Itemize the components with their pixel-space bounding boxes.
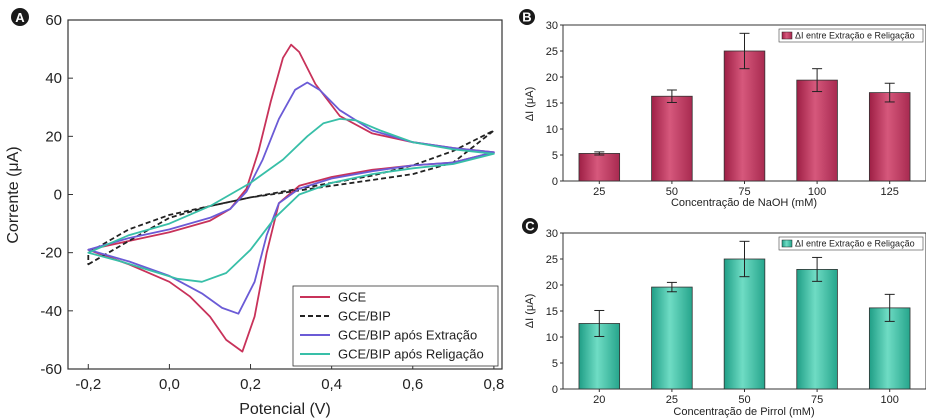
x-tick-label: 0,0 [159,376,180,393]
bar-75 [723,50,766,182]
cv-curve-1 [87,129,495,266]
x-tick-label: 25 [593,186,605,198]
x-tick-label: 0,6 [402,376,423,393]
panel-a-legend: GCE GCE/BIP GCE/BIP após Extração GCE/BIP a… [292,285,499,367]
panel-b-legend-box [778,28,924,43]
y-tick-label: 60 [45,12,62,29]
y-tick-label: 20 [546,72,558,84]
panel-b-bars [578,32,911,182]
legend-label: GCE [338,290,367,305]
y-tick-label: 25 [546,46,558,58]
x-tick-label: 0,8 [483,376,504,393]
x-tick-label: 0,2 [240,376,261,393]
legend-label: GCE/BIP [338,309,391,324]
y-tick-label: -20 [40,245,62,262]
panel-a-x-axis-label: Potencial (V) [239,401,331,418]
panel-c-legend: ΔI entre Extração e Religação [778,236,924,251]
cv-curve-3 [87,118,495,283]
panel-b-x-axis-label: Concentração de NaOH (mM) [671,197,817,209]
panel-b-legend-label: ΔI entre Extração e Religação [795,31,915,41]
y-tick-label: 0 [552,384,558,396]
panel-c-label: C [525,219,535,234]
panel-a-badge: A [11,8,29,26]
y-tick-label: 5 [552,150,558,162]
y-tick-label: 20 [546,280,558,292]
bar-25 [651,286,693,390]
cv-curve-2 [87,81,495,315]
x-tick-label: 75 [738,186,750,198]
panel-c-bars [578,240,911,390]
x-tick-label: 75 [811,394,823,406]
panel-c-y-ticks: 0 5 10 15 20 25 30 [546,228,563,396]
panel-b-naoh-bar-chart: B 25 50 75 100 125 0 5 10 15 20 25 30 Concentração… [519,9,926,209]
x-tick-label: -0,2 [75,376,101,393]
panel-c-legend-label: ΔI entre Extração e Religação [795,239,915,249]
x-tick-label: 100 [808,186,826,198]
panel-b-x-ticks: 25 50 75 100 125 [593,181,899,198]
panel-c-pirrol-bar-chart: C 20 25 50 75 100 0 5 10 15 20 25 30 Concentração … [522,218,926,418]
y-tick-label: 15 [546,98,558,110]
bar-75 [796,268,838,390]
y-tick-label: -60 [40,361,62,378]
panel-b-y-ticks: 0 5 10 15 20 25 30 [546,20,563,188]
y-tick-label: -40 [40,303,62,320]
panel-a-x-ticks: -0,2 0,0 0,2 0,4 0,6 0,8 [75,364,504,393]
y-tick-label: 0 [54,187,62,204]
panel-c-y-axis-label: ΔI (μA) [524,294,536,328]
x-tick-label: 100 [881,394,899,406]
legend-label: GCE/BIP após Religação [338,347,484,362]
y-tick-label: 30 [546,228,558,240]
panel-c-x-ticks: 20 25 50 75 100 [593,389,899,406]
panel-b-legend-swatch [781,31,793,40]
y-tick-label: 20 [45,128,62,145]
bar-100 [796,79,838,182]
y-tick-label: 30 [546,20,558,32]
panel-b-label: B [522,10,531,25]
bar-125 [868,92,911,182]
panel-a-y-axis-label: Corrente (μA) [5,146,22,243]
panel-a-legend-box [292,285,499,367]
y-tick-label: 10 [546,124,558,136]
y-tick-label: 15 [546,306,558,318]
panel-a-curves [87,43,495,353]
panel-a-cyclic-voltammetry: A -0,2 0,0 0,2 0,4 0,6 0,8 -60 -40 -20 0 20 40 60 P… [5,8,504,418]
panel-a-y-ticks: -60 -40 -20 0 20 40 60 [40,12,73,378]
panel-b-legend: ΔI entre Extração e Religação [778,28,924,43]
panel-c-badge: C [522,218,538,234]
legend-label: GCE/BIP após Extração [338,328,477,343]
y-tick-label: 25 [546,254,558,266]
panel-c-legend-box [778,236,924,251]
panel-a-label: A [15,10,25,25]
panel-a-legend-items: GCE GCE/BIP GCE/BIP após Extração GCE/BIP a… [300,290,484,362]
x-tick-label: 50 [738,394,750,406]
x-tick-label: 25 [666,394,678,406]
x-tick-label: 20 [593,394,605,406]
y-tick-label: 5 [552,358,558,370]
bar-50 [651,95,693,182]
panel-b-badge: B [519,9,535,25]
panel-b-y-axis-label: ΔI (μA) [524,87,536,121]
y-tick-label: 0 [552,176,558,188]
x-tick-label: 125 [881,186,899,198]
y-tick-label: 40 [45,70,62,87]
x-tick-label: 0,4 [321,376,342,393]
bar-50 [723,258,766,390]
panel-c-x-axis-label: Concentração de Pirrol (mM) [673,406,814,418]
bar-25 [578,153,621,182]
y-tick-label: 10 [546,332,558,344]
panel-c-legend-swatch [781,239,793,248]
x-tick-label: 50 [666,186,678,198]
